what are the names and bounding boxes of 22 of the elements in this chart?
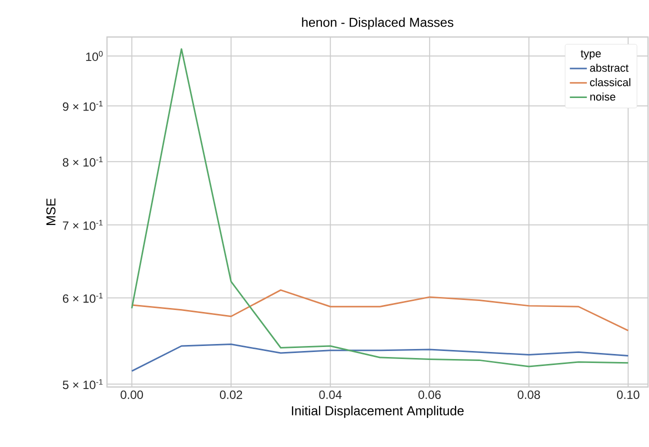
- x-axis-title: Initial Displacement Amplitude: [292, 406, 464, 418]
- legend-title: type: [580, 50, 601, 60]
- x-tick-label: 0.00: [120, 390, 143, 399]
- y-tick-label: 9 × 10$^{-1}$: [62, 100, 103, 111]
- y-axis-title: MSE: [46, 198, 56, 225]
- line-series: [131, 343, 629, 372]
- x-tick-label: 0.02: [220, 390, 242, 399]
- y-tick-label: 5 × 10$^{-1}$: [62, 379, 103, 390]
- y-tick-label: 6 × 10$^{-1}$: [62, 292, 103, 303]
- legend-label: abstract: [590, 64, 628, 72]
- y-tick-label: 7 × 10$^{-1}$: [62, 220, 103, 230]
- legend-label: noise: [590, 92, 616, 101]
- x-tick-label: 0.06: [418, 390, 441, 399]
- y-tick-label: 10$^{0}$: [86, 50, 103, 61]
- x-tick-label: 0.08: [518, 390, 540, 399]
- legend-label: classical: [590, 78, 630, 86]
- x-tick-label: 0.04: [319, 390, 342, 399]
- x-tick-label: 0.10: [616, 390, 640, 399]
- y-tick-label: 8 × 10$^{-1}$: [62, 156, 103, 167]
- line-series: [131, 289, 629, 332]
- line-series: [131, 48, 629, 368]
- chart-title: henon - Displaced Masses: [302, 17, 454, 30]
